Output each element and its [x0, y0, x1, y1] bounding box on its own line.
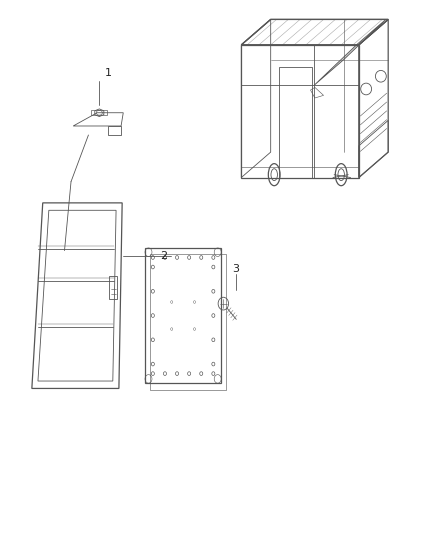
Text: 3: 3 [232, 264, 239, 274]
Text: 2: 2 [159, 251, 167, 261]
Text: 1: 1 [105, 68, 112, 78]
